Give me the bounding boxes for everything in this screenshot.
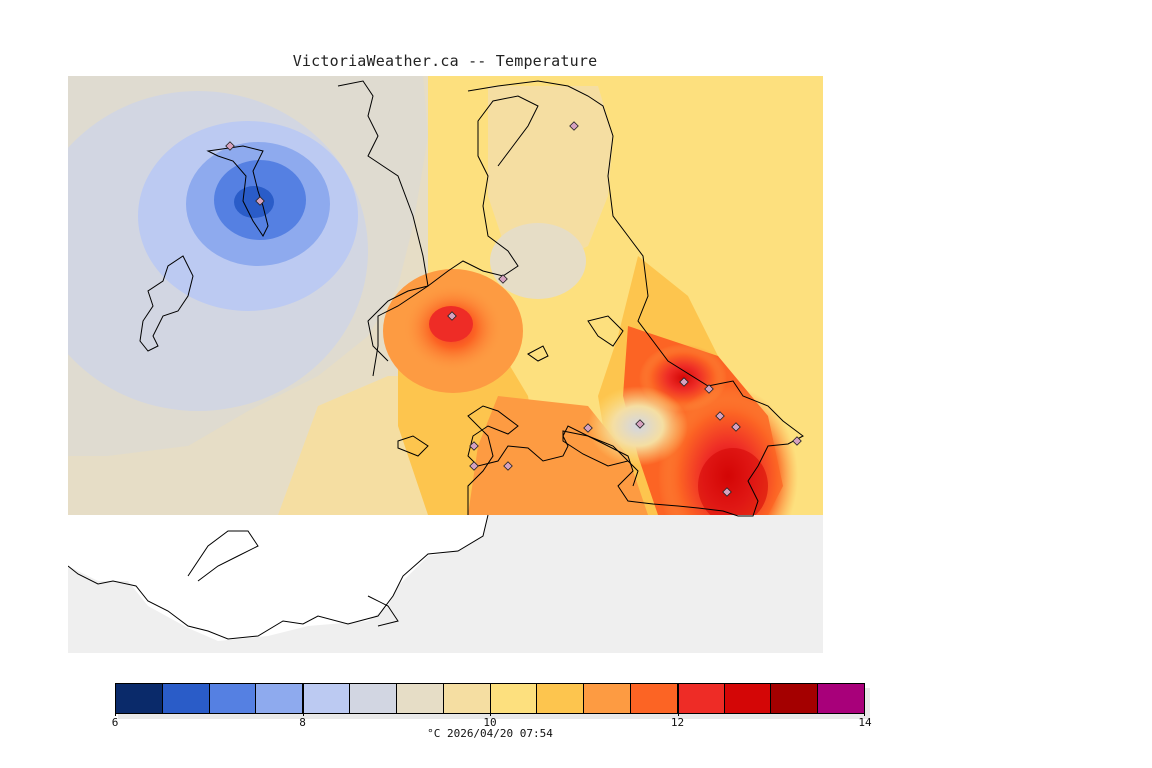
colorbar-tick-mark [864,683,865,716]
station-marker[interactable] [569,121,579,131]
colorbar-tick-mark [115,683,116,716]
colorbar-swatch [443,684,491,713]
station-marker[interactable] [503,461,513,471]
station-marker[interactable] [225,141,235,151]
colorbar-swatch [677,684,725,713]
station-marker[interactable] [731,422,741,432]
station-marker[interactable] [679,377,689,387]
land-no-data [68,515,488,641]
colorbar-tick-mark [677,683,679,716]
colorbar-swatch [303,684,351,713]
temperature-colorbar [115,683,865,714]
station-marker[interactable] [722,487,732,497]
station-marker[interactable] [792,436,802,446]
temperature-map[interactable] [68,76,823,653]
colorbar-caption: °C 2026/04/20 07:54 [427,727,553,740]
colorbar-swatch [209,684,257,713]
colorbar-swatch [350,684,397,713]
station-marker[interactable] [583,423,593,433]
colorbar-swatch [396,684,444,713]
colorbar-swatch [818,684,864,713]
station-marker[interactable] [715,411,725,421]
colorbar-swatch [630,684,678,713]
station-marker[interactable] [498,274,508,284]
station-marker[interactable] [255,196,265,206]
colorbar-swatch [537,684,585,713]
colorbar-swatch [162,684,210,713]
coastline [68,80,804,640]
colorbar-tick-label: 10 [483,716,497,729]
colorbar-swatch [584,684,631,713]
colorbar-swatch [116,684,163,713]
colorbar-tick-label: 8 [299,716,306,729]
colorbar-tick-mark [490,683,491,716]
colorbar-swatch [256,684,304,713]
colorbar-swatch [724,684,772,713]
colorbar-tick-mark [302,683,304,716]
station-marker[interactable] [469,441,479,451]
station-marker[interactable] [447,311,457,321]
colorbar-tick-label: 6 [111,716,119,729]
colorbar-swatch [490,684,538,713]
colorbar-tick-label: 12 [670,716,685,729]
station-marker[interactable] [635,419,645,429]
map-title: VictoriaWeather.ca -- Temperature [292,52,598,70]
colorbar-swatch [771,684,819,713]
station-marker[interactable] [704,384,714,394]
temperature-field [68,76,823,641]
station-markers[interactable] [225,121,802,497]
contour-fill [68,76,823,515]
station-marker[interactable] [469,461,479,471]
colorbar-tick-label: 14 [858,716,872,729]
